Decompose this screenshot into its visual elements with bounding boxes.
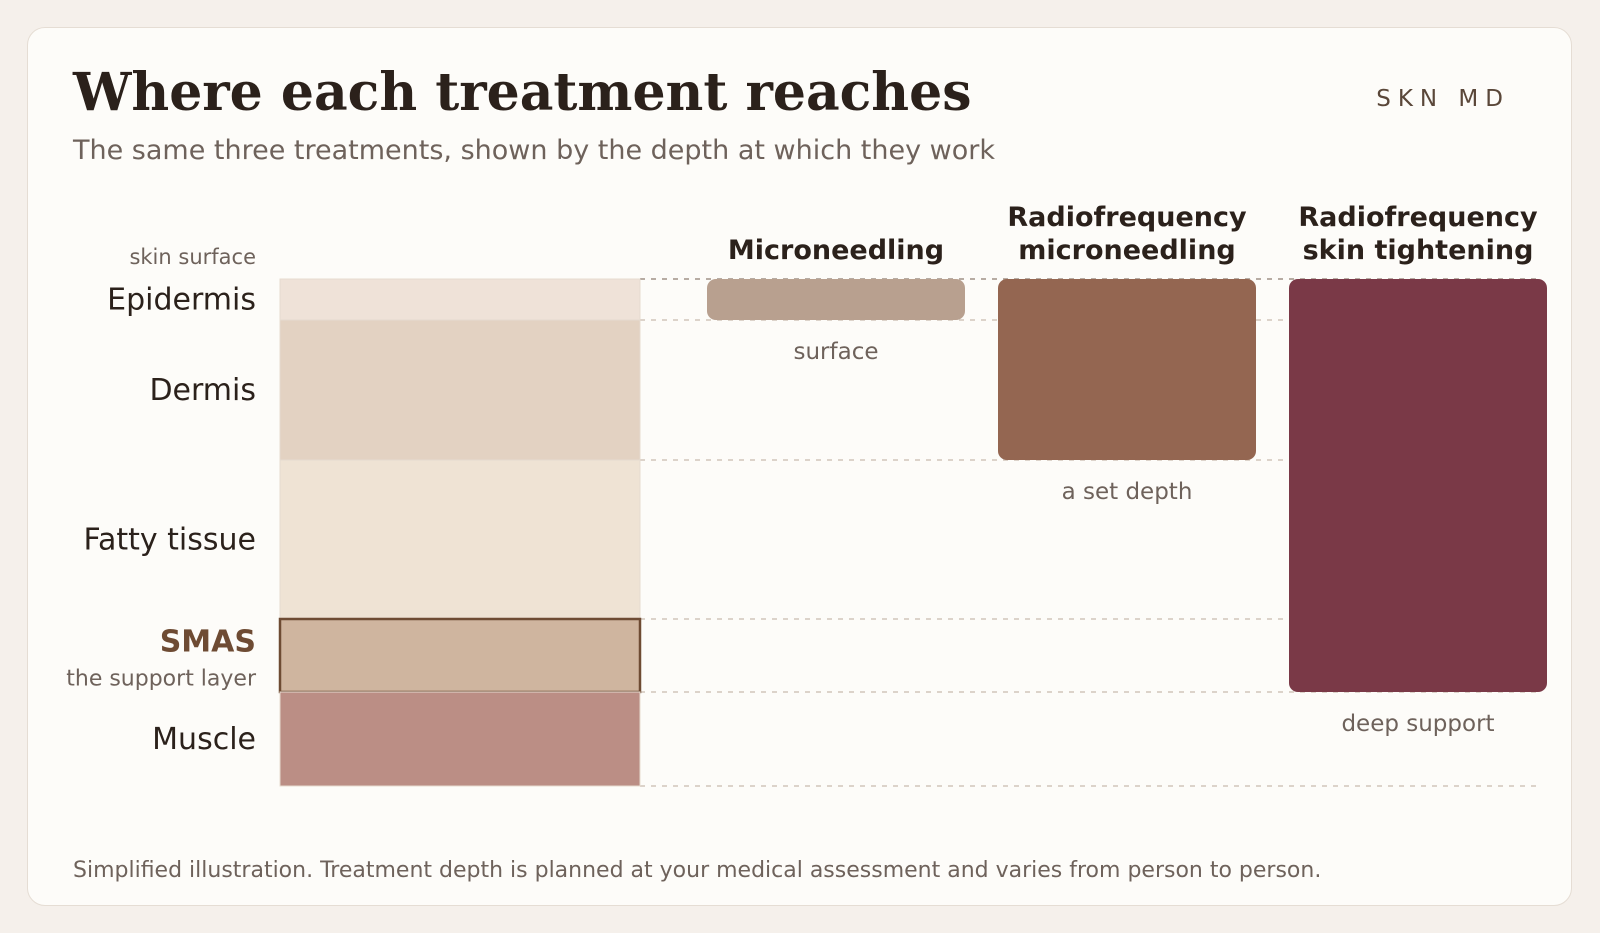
treatment-3-depth-bar [1289, 279, 1547, 692]
skin-layers: Epidermis Dermis Fatty tissue SMAS the suppo… [66, 278, 642, 787]
layer-fatty-tissue-label: Fatty tissue [83, 523, 256, 558]
treatment-2-depth-bar [998, 279, 1256, 460]
treatment-3-name: Radiofrequency [1298, 202, 1538, 233]
treatment-3-name: skin tightening [1303, 235, 1534, 266]
layer-dermis-band [279, 319, 641, 461]
layer-smas-sublabel: the support layer [66, 667, 257, 692]
skin-surface-label: skin surface [129, 245, 256, 269]
brand-logo: SKN MD [1376, 86, 1510, 112]
layer-muscle-band [279, 691, 641, 787]
layer-smas-band [278, 617, 642, 694]
layer-epidermis-label: Epidermis [107, 283, 256, 318]
treatment-1-depth-bar [707, 279, 965, 320]
treatment-3-reach-label: deep support [1341, 711, 1494, 737]
layer-dermis-label: Dermis [149, 373, 256, 408]
treatment-1-name: Microneedling [728, 235, 944, 266]
treatment-columns: MicroneedlingsurfaceRadiofrequencymicron… [707, 202, 1547, 737]
page-subtitle: The same three treatments, shown by the … [73, 135, 995, 166]
page-title: Where each treatment reaches [73, 62, 972, 123]
treatment-2-name: microneedling [1018, 235, 1236, 266]
layer-fatty-tissue-band [279, 459, 641, 620]
footnote: Simplified illustration. Treatment depth… [73, 858, 1322, 883]
treatment-1-reach-label: surface [793, 339, 878, 365]
treatment-2-reach-label: a set depth [1062, 479, 1193, 505]
treatment-2-name: Radiofrequency [1007, 202, 1247, 233]
layer-smas-label: SMAS [160, 625, 256, 660]
layer-muscle-label: Muscle [152, 722, 256, 757]
layer-epidermis-band [279, 278, 641, 321]
